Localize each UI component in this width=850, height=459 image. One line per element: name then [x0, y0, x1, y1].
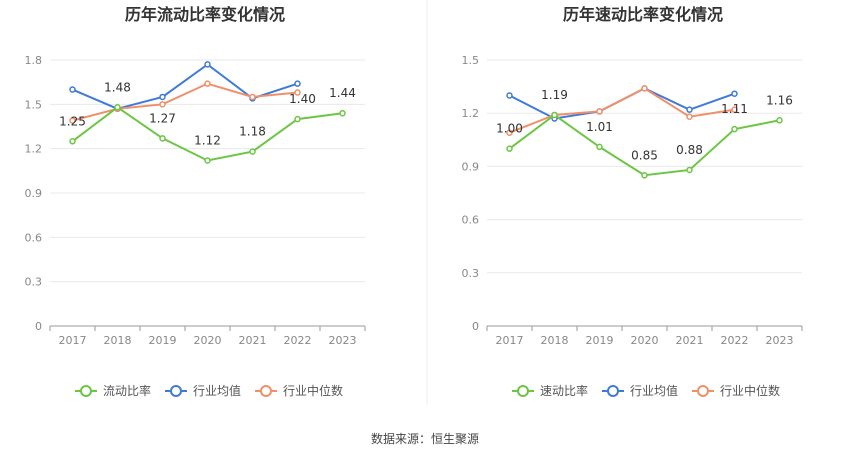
- chart2-series-main-point: [641, 172, 648, 179]
- chart1-y-tick-label: 1.5: [25, 98, 43, 111]
- chart1-series-avg-point: [69, 86, 76, 93]
- chart1-x-tick-label: 2019: [149, 334, 177, 347]
- chart1-x-tick-label: 2017: [59, 334, 87, 347]
- chart1-series-main-point: [159, 135, 166, 142]
- chart2-legend-median-label: 行业中位数: [720, 383, 780, 398]
- chart1-series-main-point: [249, 148, 256, 155]
- chart2-series-avg-point: [506, 92, 513, 99]
- chart1-title: 历年流动比率变化情况: [125, 5, 285, 24]
- chart2-series-avg-point: [731, 90, 738, 97]
- chart2-series-median-point: [596, 108, 603, 115]
- chart1-series-median-point: [204, 80, 211, 87]
- chart1-y-tick-label: 0.3: [25, 276, 43, 289]
- chart1-series-main-point: [114, 104, 121, 111]
- chart2-data-label: 1.01: [586, 120, 613, 134]
- chart2-series-main-point: [596, 143, 603, 151]
- chart2-y-tick-label: 0.9: [462, 160, 480, 173]
- chart1-series-median-point: [69, 117, 76, 124]
- chart2-series-main-point: [731, 125, 738, 133]
- chart1-series-main-point: [294, 115, 301, 123]
- chart2-series-median-line: [509, 87, 735, 134]
- chart1-series-median-point: [159, 101, 166, 108]
- chart2-series-median-point: [641, 85, 648, 92]
- chart1-legend-median-marker: [260, 385, 272, 397]
- chart2-data-label: 1.16: [766, 93, 793, 107]
- chart2-series-median-point: [731, 106, 738, 113]
- chart1-legend-main-marker: [80, 385, 92, 397]
- chart1-legend-median-label: 行业中位数: [283, 383, 343, 398]
- chart1-y-tick-label: 0.6: [25, 231, 43, 244]
- chart1-y-tick-label: 0: [35, 320, 42, 333]
- chart1-y-tick-label: 0.9: [25, 187, 43, 200]
- chart1-x-tick-label: 2021: [239, 334, 267, 347]
- chart1-y-tick-label: 1.2: [25, 143, 43, 156]
- chart1-legend-avg-label: 行业均值: [193, 383, 241, 398]
- chart2-data-label: 1.11: [721, 102, 748, 116]
- chart1-data-label: 1.44: [329, 86, 356, 100]
- chart2-title: 历年速动比率变化情况: [563, 5, 723, 24]
- chart2-y-tick-label: 0: [472, 320, 479, 333]
- chart1-series-median-point: [249, 93, 256, 101]
- chart2-legend-main-label: 速动比率: [540, 383, 588, 398]
- chart1-y-tick-label: 1.8: [25, 54, 43, 67]
- chart2-data-label: 1.00: [496, 122, 523, 136]
- chart1-x-tick-label: 2020: [194, 334, 222, 347]
- chart1-series-avg-point: [294, 80, 301, 87]
- chart1-x-tick-label: 2018: [104, 334, 132, 347]
- chart2-data-label: 0.85: [631, 148, 658, 162]
- chart2-legend-avg-label: 行业均值: [630, 383, 678, 398]
- chart2-x-tick-label: 2019: [586, 334, 614, 347]
- chart2-y-tick-label: 0.3: [462, 267, 480, 280]
- chart2-series-main-point: [551, 111, 558, 119]
- chart2-series-main-point: [506, 145, 513, 152]
- data-source-text: 数据来源：恒生聚源: [370, 432, 479, 446]
- chart1-series-main-point: [69, 138, 76, 145]
- chart1-legend-avg-marker: [170, 385, 182, 397]
- chart2-data-label: 0.88: [676, 143, 703, 157]
- chart1-data-label: 1.27: [149, 111, 176, 125]
- chart1-data-label: 1.25: [59, 114, 86, 128]
- chart1-data-label: 1.48: [104, 80, 131, 94]
- chart2-x-tick-label: 2021: [676, 334, 704, 347]
- chart1-data-label: 1.18: [239, 125, 266, 139]
- chart2-series-median-point: [686, 113, 693, 120]
- chart2-x-tick-label: 2018: [541, 334, 569, 347]
- chart1-series-median-line: [72, 82, 298, 122]
- chart2-data-label: 1.19: [541, 88, 568, 102]
- chart1-series-avg-point: [159, 93, 166, 101]
- chart1-x-tick-label: 2023: [329, 334, 357, 347]
- chart2-x-tick-label: 2017: [496, 334, 524, 347]
- chart1-series-median-point: [294, 89, 301, 96]
- chart2-x-tick-label: 2023: [766, 334, 794, 347]
- chart1-data-label: 1.40: [289, 92, 316, 106]
- chart2-legend-median-marker: [697, 385, 709, 397]
- chart1-legend-main-label: 流动比率: [103, 383, 151, 398]
- chart2-legend-avg-marker: [607, 385, 619, 397]
- chart2-series-median-point: [506, 129, 513, 136]
- chart2-y-tick-label: 1.5: [462, 54, 480, 67]
- chart2-series-avg-point: [686, 106, 693, 113]
- chart2-x-tick-label: 2020: [631, 334, 659, 347]
- chart1-series-main-point: [339, 109, 346, 117]
- chart2-y-tick-label: 1.2: [462, 107, 480, 120]
- chart2-legend-main-marker: [517, 385, 529, 397]
- chart2-series-main-point: [686, 166, 693, 174]
- chart1-data-label: 1.12: [194, 133, 221, 147]
- chart1-series-avg-point: [204, 61, 211, 68]
- chart1-x-tick-label: 2022: [284, 334, 312, 347]
- chart2-x-tick-label: 2022: [721, 334, 749, 347]
- chart2-y-tick-label: 0.6: [462, 214, 480, 227]
- chart1-series-main-point: [204, 157, 211, 164]
- chart2-series-main-point: [776, 117, 783, 124]
